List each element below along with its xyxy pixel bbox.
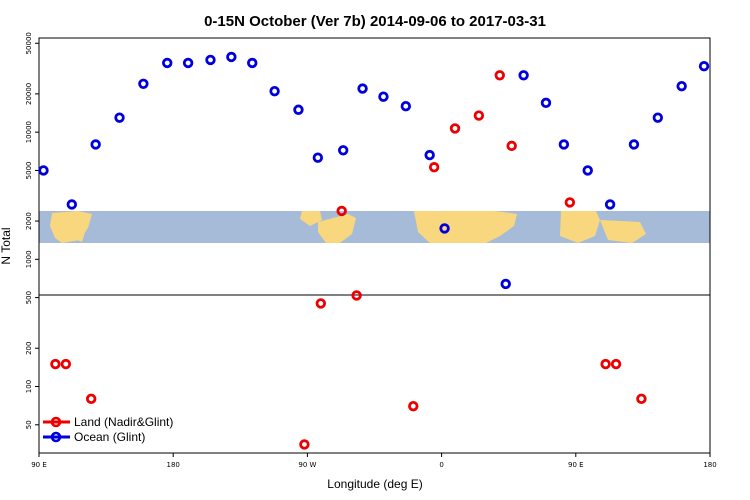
ocean-point [604, 199, 616, 210]
ocean-point [205, 54, 216, 66]
ocean-point [312, 152, 324, 163]
x-tick-label: 180 [167, 461, 180, 469]
ocean-point [337, 145, 349, 156]
x-tick-label: 0 [439, 461, 443, 469]
legend-ocean-marker [50, 431, 62, 443]
ocean-point [652, 112, 664, 123]
y-tick-label: 2000 [25, 212, 33, 230]
y-tick-label: 5000 [25, 162, 33, 180]
land-point [315, 298, 327, 309]
y-tick-label: 50000 [25, 32, 33, 54]
land-point [408, 401, 419, 412]
ocean-point [269, 85, 280, 97]
ocean-point [182, 57, 194, 69]
legend-land-label: Land (Nadir&Glint) [74, 415, 173, 429]
land-point [600, 358, 611, 370]
land-point [60, 358, 72, 370]
legend-land-marker [50, 416, 62, 428]
ocean-point [226, 51, 237, 63]
ocean-point [293, 104, 304, 115]
y-tick-label: 500 [25, 291, 33, 304]
ocean-point [162, 57, 173, 69]
world-map-band [39, 211, 710, 243]
ocean-point [698, 61, 710, 72]
land-point [428, 162, 440, 173]
legend-ocean-label: Ocean (Glint) [74, 430, 145, 444]
x-axis-label: Longitude (deg E) [327, 477, 422, 491]
land-point [610, 358, 622, 370]
land-point [351, 290, 362, 301]
x-tick-label: 90 E [31, 461, 47, 469]
ocean-point [66, 199, 78, 210]
ocean-point [38, 165, 49, 176]
y-tick-label: 200 [25, 342, 33, 355]
y-tick-label: 100 [25, 380, 33, 393]
ocean-point [628, 139, 640, 150]
y-axis-label: N Total [0, 227, 13, 264]
ocean-point [424, 149, 435, 161]
land-point [299, 439, 310, 450]
land-point [636, 393, 647, 405]
ocean-point [582, 165, 593, 176]
ocean-point [558, 139, 570, 150]
ocean-point [114, 112, 125, 123]
land-point [494, 70, 505, 81]
ocean-point [676, 80, 687, 92]
chart-title: 0-15N October (Ver 7b) 2014-09-06 to 201… [204, 13, 546, 30]
ocean-point [500, 278, 511, 290]
x-tick-label: 90 W [298, 461, 316, 469]
land-shapes [50, 211, 646, 243]
ocean-point [439, 223, 450, 234]
ocean-point [138, 78, 149, 90]
ocean-point [247, 57, 258, 69]
land-point [449, 123, 461, 134]
data-points [38, 51, 710, 450]
land-point [473, 110, 485, 121]
ocean-point [518, 70, 529, 81]
ocean-point [90, 139, 101, 150]
plot-frame [38, 37, 711, 454]
land-point [50, 358, 61, 370]
ocean-point [357, 83, 368, 94]
ocean-point [400, 100, 412, 112]
ocean-point [540, 97, 552, 109]
legend: Land (Nadir&Glint) Ocean (Glint) [43, 415, 173, 444]
x-tick-label: 90 E [568, 461, 584, 469]
y-tick-label: 50 [25, 420, 33, 429]
land-point [506, 140, 517, 152]
land-point [336, 205, 347, 217]
y-axis: 50 100 200 500 1000 2000 5000 10000 20000 50000 [25, 32, 39, 429]
land-point [85, 393, 97, 405]
x-tick-label: 180 [703, 461, 716, 469]
x-axis: 90 E 180 90 W 0 90 E 180 [31, 453, 717, 469]
y-tick-label: 20000 [25, 83, 33, 105]
ocean-point [378, 91, 389, 102]
y-tick-label: 1000 [25, 250, 33, 268]
y-tick-label: 10000 [25, 121, 33, 143]
land-point [564, 197, 576, 208]
